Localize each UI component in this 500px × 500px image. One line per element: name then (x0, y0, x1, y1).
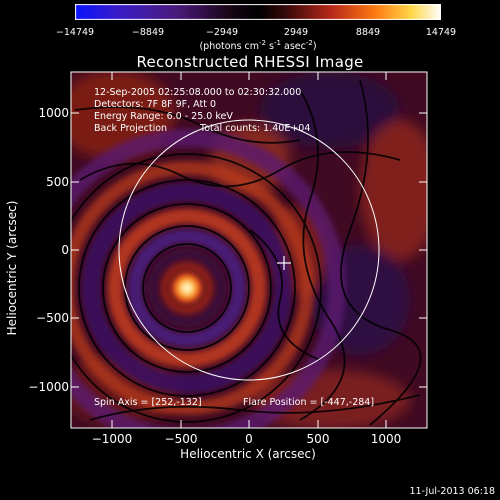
x-axis-label: Heliocentric X (arcsec) (180, 447, 316, 461)
chart-title: Reconstructed RHESSI Image (136, 53, 364, 71)
energy-range-label: Energy Range: 6.0 - 25.0 keV (94, 111, 233, 122)
detectors-label: Detectors: 7F 8F 9F, Att 0 (94, 99, 217, 110)
x-tick-label: −1000 (91, 432, 133, 446)
total-counts-label: Total counts: 1.40E+04 (200, 123, 311, 134)
y-tick-label: 0 (61, 243, 69, 257)
footer-date: 11-Jul-2013 06:18 (409, 486, 495, 497)
y-axis-label: Heliocentric Y (arcsec) (5, 200, 19, 336)
colorbar-units: (photons cm-2 s-1 asec-2) (199, 39, 317, 53)
colorbar-tick: 14749 (425, 27, 457, 38)
heatmap-image (71, 72, 427, 428)
time-range-label: 12-Sep-2005 02:25:08.000 to 02:30:32.000 (94, 87, 302, 98)
solar-limb (118, 119, 380, 381)
y-tick-label: −500 (36, 311, 69, 325)
y-tick-label: −1000 (28, 380, 69, 394)
spin-axis-marker (277, 256, 291, 270)
y-tick-label: 1000 (38, 106, 69, 120)
colorbar-tick: 2949 (283, 27, 309, 38)
flare-position-label: Flare Position = [-447,-284] (243, 397, 375, 408)
y-tick-label: 500 (46, 175, 69, 189)
colorbar-tick: −14749 (55, 27, 95, 38)
colorbar (75, 4, 441, 20)
colorbar-tick: −2949 (205, 27, 239, 38)
x-tick-label: 1000 (370, 432, 402, 446)
source-peak (171, 272, 203, 304)
colorbar-tick: −8849 (131, 27, 165, 38)
spin-axis-label: Spin Axis = [252,-132] (94, 397, 202, 408)
axis-ticks (71, 72, 427, 428)
x-tick-label: 0 (245, 432, 253, 446)
colorbar-tick: 8849 (355, 27, 381, 38)
x-tick-label: 500 (306, 432, 330, 446)
method-label: Back Projection (94, 123, 168, 134)
x-tick-label: −500 (164, 432, 198, 446)
